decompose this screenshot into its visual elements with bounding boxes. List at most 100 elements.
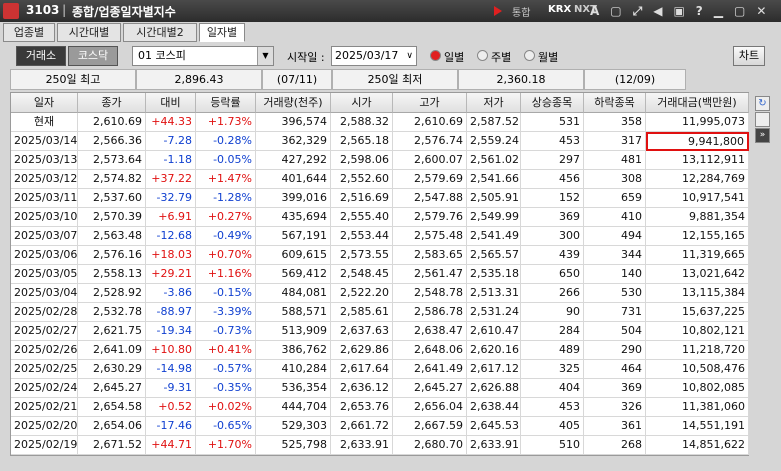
column-header: 고가 (393, 93, 467, 113)
grid-cell: 2,645.27 (78, 379, 146, 398)
radio[interactable] (430, 50, 441, 61)
grid-cell: 386,762 (256, 341, 331, 360)
grid-cell: -1.28% (196, 189, 256, 208)
start-label: 시작일 : (287, 51, 325, 64)
radio[interactable] (477, 50, 488, 61)
radio-label[interactable]: 일별 (444, 51, 465, 64)
grid-cell: 435,694 (256, 208, 331, 227)
grid-cell: 2,573.55 (331, 246, 393, 265)
radio-label[interactable]: 월별 (538, 51, 559, 64)
grid-cell: 2,532.78 (78, 303, 146, 322)
grid-cell: -32.79 (146, 189, 196, 208)
setting-icon[interactable] (755, 112, 770, 127)
grid-cell: 650 (521, 265, 584, 284)
grid-cell: 2,516.69 (331, 189, 393, 208)
grid-cell: 14,551,191 (646, 417, 749, 436)
play-icon[interactable] (494, 6, 502, 16)
grid-cell: 300 (521, 227, 584, 246)
app-icon (3, 3, 19, 19)
grid-cell: 2,565.57 (467, 246, 521, 265)
grid-cell: 90 (521, 303, 584, 322)
grid-cell: 494 (584, 227, 646, 246)
tab[interactable]: 업종별 (3, 23, 55, 42)
grid-cell: 317 (584, 132, 646, 151)
grid-cell: 2025/02/28 (11, 303, 78, 322)
window-icons[interactable]: A▢⤢◀▣?▁▢✕ (590, 4, 778, 18)
market-button[interactable]: 코스닥 (68, 46, 118, 66)
grid-cell: +44.71 (146, 436, 196, 455)
grid-cell: 344 (584, 246, 646, 265)
start-date: 2025/03/17 (335, 49, 399, 62)
summary-cell: 250일 최고 (10, 69, 136, 90)
column-header: 대비 (146, 93, 196, 113)
grid-cell: 2,528.92 (78, 284, 146, 303)
grid-cell: 2,505.91 (467, 189, 521, 208)
grid-cell: 569,412 (256, 265, 331, 284)
grid-cell: 427,292 (256, 151, 331, 170)
grid-cell: 15,637,225 (646, 303, 749, 322)
toolbar-label[interactable]: KRX (548, 4, 572, 15)
grid-cell: 361 (584, 417, 646, 436)
index-select[interactable]: 01 코스피 ▼ (132, 46, 274, 66)
grid-cell: 2,633.91 (467, 436, 521, 455)
grid-cell: 2,617.12 (467, 360, 521, 379)
tab[interactable]: 시간대별 (57, 23, 121, 42)
radio-label[interactable]: 주별 (491, 51, 512, 64)
grid-cell: 2,561.02 (467, 151, 521, 170)
grid-cell: +1.70% (196, 436, 256, 455)
grid-cell: 11,218,720 (646, 341, 749, 360)
grid-cell: 2,537.60 (78, 189, 146, 208)
grid-cell: 2,570.39 (78, 208, 146, 227)
data-grid: 일자 종가 대비 등락률 거래량(천주) 시가 고가 저가 상승종목 하락종목 거래대금(백만원) 현… (10, 92, 749, 456)
grid-cell: +1.16% (196, 265, 256, 284)
toolbar-label[interactable]: NXT (574, 4, 597, 15)
grid-cell: 10,917,541 (646, 189, 749, 208)
grid-cell: 358 (584, 113, 646, 132)
refresh-icon[interactable]: ↻ (755, 96, 770, 111)
grid-cell: 456 (521, 170, 584, 189)
grid-cell: +18.03 (146, 246, 196, 265)
expand-icon[interactable]: » (755, 128, 770, 143)
grid-cell: +0.02% (196, 398, 256, 417)
grid-cell: 2,654.58 (78, 398, 146, 417)
toolbar-label[interactable]: 통합 (512, 8, 531, 19)
grid-cell: 325 (521, 360, 584, 379)
grid-cell: 2025/02/19 (11, 436, 78, 455)
grid-cell: 2025/03/14 (11, 132, 78, 151)
grid-cell: 401,644 (256, 170, 331, 189)
grid-cell: +0.52 (146, 398, 196, 417)
grid-cell: 2,587.52 (467, 113, 521, 132)
grid-cell: 536,354 (256, 379, 331, 398)
grid-cell: 13,021,642 (646, 265, 749, 284)
grid-cell: +10.80 (146, 341, 196, 360)
grid-cell: +1.47% (196, 170, 256, 189)
grid-cell: 489 (521, 341, 584, 360)
grid-cell: 152 (521, 189, 584, 208)
chart-button[interactable]: 차트 (733, 46, 765, 66)
grid-cell: 2,553.44 (331, 227, 393, 246)
grid-cell: 2,626.88 (467, 379, 521, 398)
grid-cell: 2,641.49 (393, 360, 467, 379)
grid-cell: 266 (521, 284, 584, 303)
grid-cell: 2,583.65 (393, 246, 467, 265)
grid-cell: 2025/02/25 (11, 360, 78, 379)
market-button[interactable]: 거래소 (16, 46, 66, 66)
grid-cell: 2,588.32 (331, 113, 393, 132)
grid-cell: 2025/02/27 (11, 322, 78, 341)
grid-cell: 396,574 (256, 113, 331, 132)
grid-cell: 2,566.36 (78, 132, 146, 151)
tab[interactable]: 시간대별2 (123, 23, 197, 42)
grid-cell: -1.18 (146, 151, 196, 170)
grid-cell: 2025/03/04 (11, 284, 78, 303)
column-header: 하락종목 (584, 93, 646, 113)
grid-cell: 439 (521, 246, 584, 265)
grid-cell: 2,549.99 (467, 208, 521, 227)
radio[interactable] (524, 50, 535, 61)
tab[interactable]: 일자별 (199, 23, 245, 42)
grid-cell: 2,656.04 (393, 398, 467, 417)
grid-cell: 2,633.91 (331, 436, 393, 455)
summary-cell: 2,896.43 (136, 69, 262, 90)
start-date-input[interactable]: 2025/03/17 ∨ (331, 46, 417, 66)
grid-cell: 2,598.06 (331, 151, 393, 170)
